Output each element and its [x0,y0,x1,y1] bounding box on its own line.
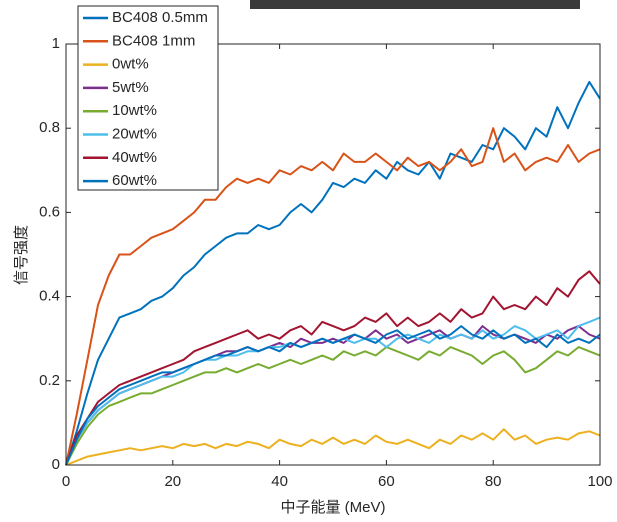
y-axis-label: 信号强度 [13,225,30,285]
x-tick-label: 80 [485,473,502,490]
series-line [65,325,601,466]
x-tick-label: 40 [271,473,288,490]
series-line [65,346,601,466]
y-tick-label: 0.4 [39,288,60,305]
y-tick-label: 1 [52,35,60,52]
legend-label: 40wt% [112,149,157,166]
y-tick-label: 0.8 [39,119,60,136]
series-line [65,270,601,466]
legend-label: BC408 1mm [112,32,195,49]
legend-label: 5wt% [112,79,149,96]
legend-label: 20wt% [112,125,157,142]
x-tick-label: 20 [164,473,181,490]
series-line [65,127,601,466]
y-tick-label: 0.2 [39,372,60,389]
x-axis-label: 中子能量 (MeV) [280,499,385,516]
legend: BC408 0.5mm BC408 1mm 0wt% 5wt% 10wt% 20wt% 40… [77,5,219,191]
series-line [65,428,601,466]
series-line [65,80,601,466]
axes-box [65,43,601,466]
x-tick-label: 100 [587,473,612,490]
x-tick-label: 60 [378,473,395,490]
x-tick-label: 0 [62,473,70,490]
y-tick-label: 0 [52,456,60,473]
y-tick-label: 0.6 [39,203,60,220]
legend-label: 0wt% [112,56,149,73]
legend-label: BC408 0.5mm [112,9,208,26]
legend-label: 10wt% [112,102,157,119]
legend-label: 60wt% [112,172,157,189]
legend-box [77,5,219,191]
cropped-bar [250,0,580,9]
series-line [65,325,601,466]
